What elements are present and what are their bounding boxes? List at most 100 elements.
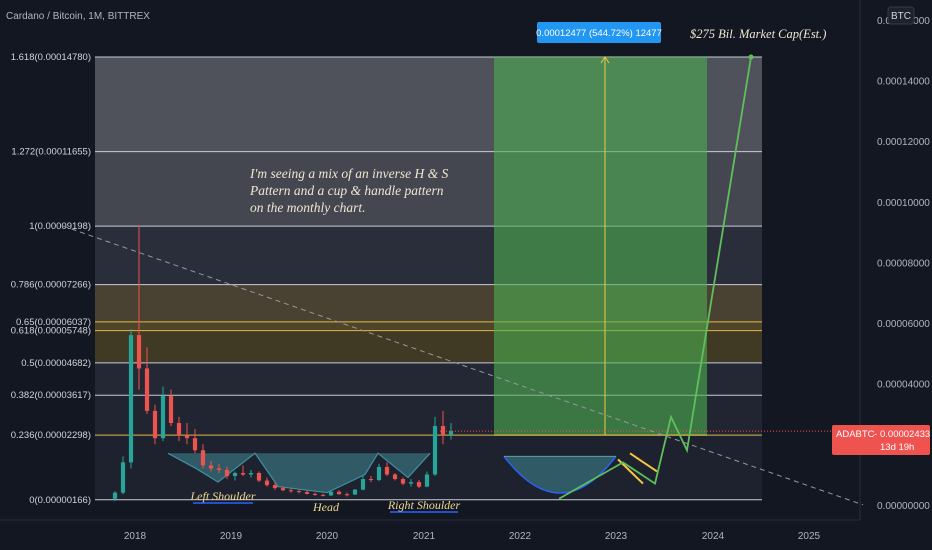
candle-body-2021-03 [440,426,446,436]
right-shoulder-label[interactable]: Right Shoulder [387,498,461,512]
y-tick-2: 0.00012000 [877,137,930,148]
x-tick-2023: 2023 [605,531,628,542]
candle-body-2018-03 [152,410,158,439]
commentary-note[interactable]: I'm seeing a mix of an inverse H & S Pat… [249,166,448,215]
commentary-line-2: Pattern and a cup & handle pattern [249,183,444,198]
candle-body-2020-11 [408,482,414,484]
candle-body-2018-12 [224,469,230,477]
candle-body-2018-07 [184,435,190,439]
left-shoulder-label[interactable]: Left Shoulder [190,489,256,503]
candle-body-2019-05 [264,480,270,486]
y-tick-3: 0.00010000 [877,198,930,209]
x-tick-2019: 2019 [220,531,243,542]
fib-label-4: 0.618(0.00005748) [11,326,91,337]
symbol-title[interactable]: Cardano / Bitcoin, 1M, BITTREX [6,11,150,22]
head-label[interactable]: Head [312,500,340,514]
price-tag-bg [832,425,930,455]
projection-layer[interactable] [558,54,754,500]
price-tag-dash: - [874,429,877,440]
candle-body-2019-12 [320,494,326,496]
price-tag-value: 0.00002433 [880,429,930,440]
cup-outline [503,455,617,494]
fib-label-0: 0(0.00000166) [29,495,91,506]
candle-body-2019-11 [312,493,318,495]
candle-body-2018-09 [200,450,206,466]
x-tick-2022: 2022 [509,531,532,542]
candle-body-2019-09 [296,491,302,493]
candle-body-2021-01 [424,474,430,487]
fib-label-9: 1.618(0.00014780) [11,52,91,63]
candle-body-2020-01 [328,491,334,496]
candle-body-2019-07 [280,488,286,491]
candle-body-2019-04 [256,472,262,481]
x-tick-2018: 2018 [124,531,147,542]
measure-label-bg [537,22,661,43]
fib-label-7: 1(0.00009198) [29,221,91,232]
descending-trendline[interactable] [62,225,864,506]
current-price-tag[interactable]: ADABTC - 0.00002433 13d 19h [832,425,930,455]
candle-body-2017-12 [128,335,134,463]
y-tick-1: 0.00014000 [877,77,930,88]
price-tag-countdown: 13d 19h [880,442,914,453]
candle-body-2017-11 [120,462,126,493]
candle-body-2018-06 [176,422,182,436]
inverse-head-shoulders-outline [167,452,431,494]
y-tick-8: 0.00000000 [877,501,930,512]
fib-label-8: 1.272(0.00011655) [11,147,91,158]
market-cap-annotation[interactable]: $275 Bil. Market Cap(Est.) [690,27,826,41]
candle-body-2018-08 [192,438,198,451]
candle-body-2019-06 [272,485,278,489]
measure-label-box[interactable]: 0.00012477 (544.72%) 12477 [536,22,662,43]
candle-body-2020-09 [392,474,398,480]
fib-label-5: 0.65(0.00006037) [16,317,91,328]
candle-body-2020-05 [360,479,366,490]
currency-badge-box[interactable] [887,6,915,25]
candle-body-2020-02 [336,491,342,495]
handle-line-2 [629,452,658,473]
x-tick-2024: 2024 [702,531,725,542]
candle-body-2020-12 [416,482,422,487]
fib-label-2: 0.382(0.00003617) [11,390,91,401]
measure-arrowhead [600,56,610,64]
target-box[interactable] [494,56,707,436]
commentary-line-1: I'm seeing a mix of an inverse H & S [249,166,448,181]
candle-body-2019-10 [304,492,310,494]
candle-body-2018-10 [208,465,214,469]
candle-body-2019-01 [232,472,238,477]
candle-body-2020-06 [368,479,374,481]
fib-zone-4 [95,321,762,331]
pattern-drawings[interactable] [110,452,658,513]
projection-endpoint [748,54,754,60]
candles-layer [112,226,832,502]
projection-path[interactable] [558,56,752,500]
inverse-head-shoulders-fill[interactable] [110,453,430,493]
candle-body-2019-02 [240,472,246,475]
x-tick-2020: 2020 [316,531,339,542]
candle-body-2021-04 [448,431,454,436]
currency-badge[interactable]: BTC [891,11,911,22]
candle-body-2017-10 [112,492,118,499]
candle-body-2019-03 [248,472,254,475]
trendline-layer[interactable] [62,225,864,506]
candle-body-2021-02 [432,426,438,475]
measure-label-text: 0.00012477 (544.72%) 12477 [536,28,662,39]
candle-body-2020-10 [400,479,406,484]
candle-body-2018-02 [144,368,150,411]
candle-body-2018-04 [160,395,166,439]
candle-body-2020-07 [376,466,382,480]
candle-body-2020-04 [352,489,358,495]
candle-body-2020-03 [344,494,350,496]
x-tick-2021: 2021 [413,531,436,542]
candle-body-2018-01 [136,335,142,369]
candle-body-2018-11 [216,468,222,470]
y-tick-5: 0.00006000 [877,319,930,330]
y-tick-4: 0.00008000 [877,258,930,269]
target-box-layer[interactable] [494,56,707,436]
price-tag-symbol: ADABTC [836,429,875,440]
candle-body-2020-08 [384,466,390,475]
candle-body-2018-05 [168,395,174,423]
fib-label-1: 0.236(0.00002298) [11,430,91,441]
y-tick-6: 0.00004000 [877,380,930,391]
x-tick-2025: 2025 [798,531,821,542]
